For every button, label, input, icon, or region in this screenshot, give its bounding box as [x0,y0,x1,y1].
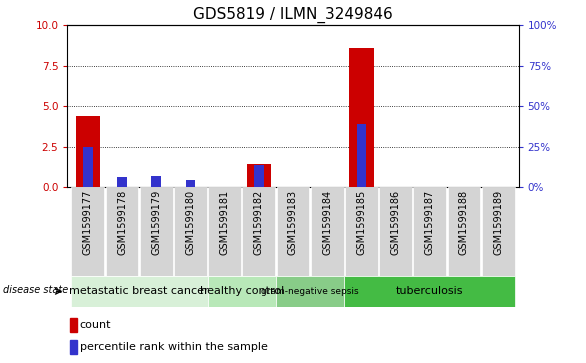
Bar [76,116,100,187]
Text: GSM1599183: GSM1599183 [288,189,298,255]
FancyBboxPatch shape [345,187,378,276]
Text: GSM1599188: GSM1599188 [459,189,469,255]
FancyBboxPatch shape [140,187,173,276]
Text: healthy control: healthy control [200,286,284,296]
Text: tuberculosis: tuberculosis [396,286,464,296]
FancyBboxPatch shape [413,187,446,276]
Bar [117,177,127,187]
Bar [349,48,374,187]
Bar [254,165,264,187]
Bar [70,318,77,333]
FancyBboxPatch shape [71,276,207,307]
FancyBboxPatch shape [208,187,241,276]
Text: disease state: disease state [4,285,69,295]
Text: percentile rank within the sample: percentile rank within the sample [80,342,267,352]
Text: GSM1599178: GSM1599178 [117,189,127,255]
FancyBboxPatch shape [276,276,345,307]
Bar [151,176,161,187]
Text: metastatic breast cancer: metastatic breast cancer [69,286,209,296]
FancyBboxPatch shape [105,187,138,276]
Text: count: count [80,320,111,330]
FancyBboxPatch shape [71,187,104,276]
FancyBboxPatch shape [207,276,276,307]
FancyBboxPatch shape [482,187,515,276]
FancyBboxPatch shape [277,187,309,276]
Text: GSM1599189: GSM1599189 [493,189,503,255]
FancyBboxPatch shape [379,187,412,276]
Text: GSM1599180: GSM1599180 [185,189,196,255]
Text: gram-negative sepsis: gram-negative sepsis [261,287,359,296]
Text: GSM1599187: GSM1599187 [425,189,435,255]
FancyBboxPatch shape [345,276,515,307]
Bar [356,124,366,187]
Text: GSM1599182: GSM1599182 [254,189,264,255]
Text: GSM1599181: GSM1599181 [220,189,230,255]
FancyBboxPatch shape [448,187,481,276]
Title: GDS5819 / ILMN_3249846: GDS5819 / ILMN_3249846 [193,7,393,23]
Text: GSM1599177: GSM1599177 [83,189,93,255]
Text: GSM1599179: GSM1599179 [151,189,161,255]
FancyBboxPatch shape [311,187,343,276]
FancyBboxPatch shape [174,187,207,276]
Bar [247,164,271,187]
Bar [186,180,195,187]
Bar [70,340,77,354]
Bar [83,147,93,187]
Text: GSM1599186: GSM1599186 [390,189,401,255]
Text: GSM1599185: GSM1599185 [356,189,366,255]
Text: GSM1599184: GSM1599184 [322,189,332,255]
FancyBboxPatch shape [243,187,275,276]
